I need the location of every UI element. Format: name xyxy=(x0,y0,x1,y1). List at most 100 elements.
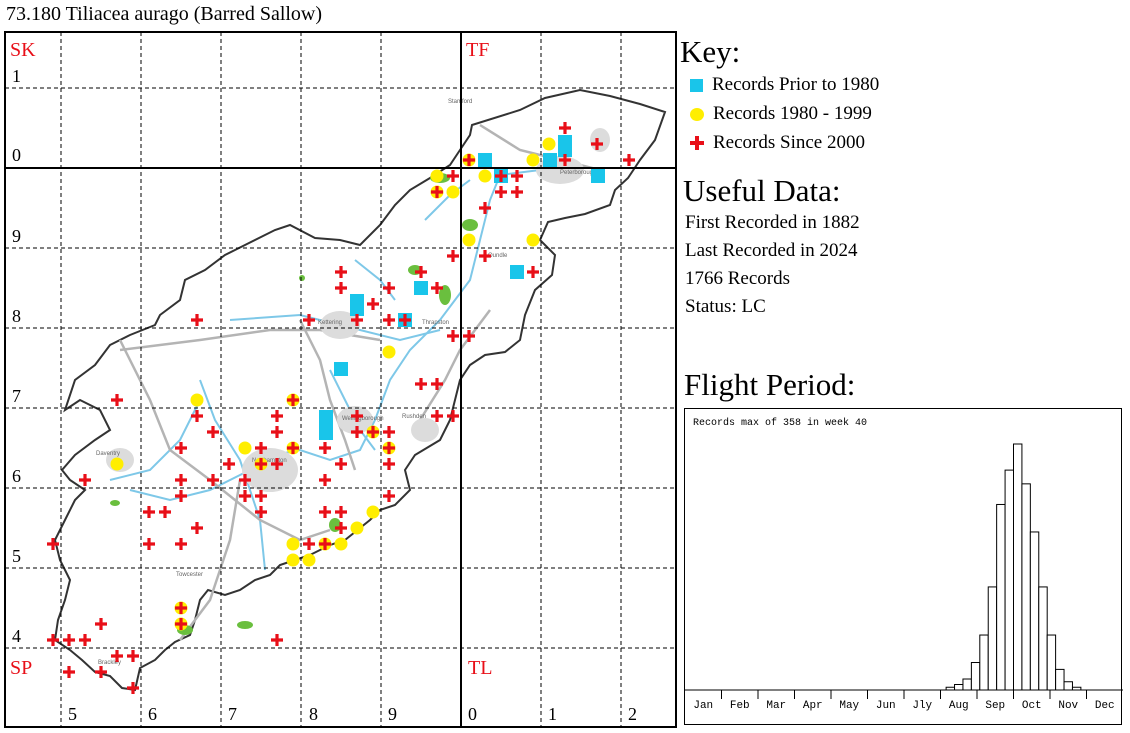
northing-label: 0 xyxy=(12,145,21,165)
red-cross-icon xyxy=(690,136,704,150)
record-marker-since-2000 xyxy=(175,602,187,614)
record-marker-1980-1999 xyxy=(286,537,300,551)
record-marker-since-2000 xyxy=(319,506,331,518)
record-marker-since-2000 xyxy=(111,650,123,662)
record-marker-since-2000 xyxy=(143,538,155,550)
northing-label: 6 xyxy=(12,466,21,486)
record-marker-since-2000 xyxy=(271,426,283,438)
key-label: Records 1980 - 1999 xyxy=(713,103,872,124)
month-label: Jan xyxy=(693,700,713,712)
record-marker-since-2000 xyxy=(351,410,363,422)
record-marker-since-2000 xyxy=(351,426,363,438)
town-label-thrapston: Thrapston xyxy=(422,320,449,326)
month-label: Jun xyxy=(876,700,896,712)
record-marker-since-2000 xyxy=(431,186,443,198)
record-marker-since-2000 xyxy=(383,442,395,454)
record-marker-since-2000 xyxy=(239,490,251,502)
page-title: 73.180 Tiliacea aurago (Barred Sallow) xyxy=(6,3,323,25)
town-labels: Stamford Peterborough Oundle Kettering T… xyxy=(96,99,596,666)
record-marker-since-2000 xyxy=(591,138,603,150)
month-label: Oct xyxy=(1022,700,1042,712)
easting-label: 6 xyxy=(148,704,157,724)
record-marker-since-2000 xyxy=(223,458,235,470)
record-marker-since-2000 xyxy=(175,442,187,454)
key-item-1980-1999: Records 1980 - 1999 xyxy=(690,103,872,125)
chart-caption: Records max of 358 in week 40 xyxy=(693,417,867,429)
town-label-brackley: Brackley xyxy=(98,660,121,666)
town-label-daventry: Daventry xyxy=(96,451,120,457)
month-label: Sep xyxy=(985,700,1005,712)
record-count: 1766 Records xyxy=(685,268,791,289)
record-marker-since-2000 xyxy=(319,474,331,486)
record-marker-since-2000 xyxy=(383,314,395,326)
histogram-bar xyxy=(987,586,998,691)
record-marker-since-2000 xyxy=(479,250,491,262)
record-marker-since-2000 xyxy=(191,522,203,534)
key-label: Records Since 2000 xyxy=(713,132,865,153)
key-item-prior-1980: Records Prior to 1980 xyxy=(690,74,879,96)
northing-label: 5 xyxy=(12,546,21,566)
record-marker-since-2000 xyxy=(383,282,395,294)
record-marker-since-2000 xyxy=(495,186,507,198)
histogram-bar xyxy=(1038,586,1048,691)
record-marker-since-2000 xyxy=(383,490,395,502)
record-marker-since-2000 xyxy=(447,170,459,182)
record-marker-since-2000 xyxy=(191,314,203,326)
histogram-bar xyxy=(970,662,981,691)
record-marker-since-2000 xyxy=(559,154,571,166)
record-marker-since-2000 xyxy=(271,634,283,646)
month-label: Nov xyxy=(1058,700,1078,712)
record-marker-since-2000 xyxy=(271,410,283,422)
distribution-map: Stamford Peterborough Oundle Kettering T… xyxy=(4,31,677,728)
record-marker-since-2000 xyxy=(559,122,571,134)
record-marker-1980-1999 xyxy=(366,505,380,519)
month-label: Aug xyxy=(949,700,969,712)
record-marker-since-2000 xyxy=(511,170,523,182)
record-marker-prior-1980 xyxy=(543,153,557,167)
town-label-peterborough: Peterborough xyxy=(560,170,596,176)
record-marker-1980-1999 xyxy=(542,137,556,151)
record-marker-1980-1999 xyxy=(302,553,316,567)
record-marker-since-2000 xyxy=(367,298,379,310)
flight-period-histogram: Records max of 358 in week 40 Jan Feb Mar A… xyxy=(685,417,1123,712)
record-marker-since-2000 xyxy=(111,394,123,406)
record-marker-prior-1980 xyxy=(510,265,524,279)
conservation-status: Status: LC xyxy=(685,296,766,317)
record-marker-since-2000 xyxy=(303,538,315,550)
northing-label: 4 xyxy=(12,626,21,646)
record-marker-since-2000 xyxy=(255,458,267,470)
record-marker-since-2000 xyxy=(287,394,299,406)
record-marker-1980-1999 xyxy=(190,393,204,407)
record-marker-prior-1980 xyxy=(414,281,428,295)
record-marker-since-2000 xyxy=(623,154,635,166)
easting-label: 5 xyxy=(68,704,77,724)
record-marker-since-2000 xyxy=(415,378,427,390)
record-marker-since-2000 xyxy=(495,170,507,182)
record-marker-since-2000 xyxy=(431,378,443,390)
grid-square-label-sp: SP xyxy=(10,657,32,679)
record-marker-since-2000 xyxy=(383,458,395,470)
blue-square-icon xyxy=(690,78,703,92)
record-marker-since-2000 xyxy=(431,410,443,422)
record-marker-1980-1999 xyxy=(446,185,460,199)
record-marker-prior-1980 xyxy=(319,410,333,440)
record-marker-1980-1999 xyxy=(110,457,124,471)
record-marker-since-2000 xyxy=(367,426,379,438)
key-item-since-2000: Records Since 2000 xyxy=(690,132,865,154)
record-marker-since-2000 xyxy=(175,474,187,486)
histogram-bar xyxy=(1046,634,1057,691)
record-marker-since-2000 xyxy=(335,506,347,518)
record-marker-since-2000 xyxy=(143,506,155,518)
month-label: May xyxy=(839,700,859,712)
record-marker-since-2000 xyxy=(63,666,75,678)
record-marker-since-2000 xyxy=(319,442,331,454)
record-marker-1980-1999 xyxy=(286,553,300,567)
record-marker-since-2000 xyxy=(287,442,299,454)
histogram-bar xyxy=(979,634,989,691)
northing-label: 1 xyxy=(12,66,21,86)
record-marker-since-2000 xyxy=(79,634,91,646)
histogram-bar xyxy=(945,686,956,691)
key-heading: Key: xyxy=(680,34,741,69)
histogram-bar xyxy=(1071,686,1082,691)
record-marker-since-2000 xyxy=(271,458,283,470)
